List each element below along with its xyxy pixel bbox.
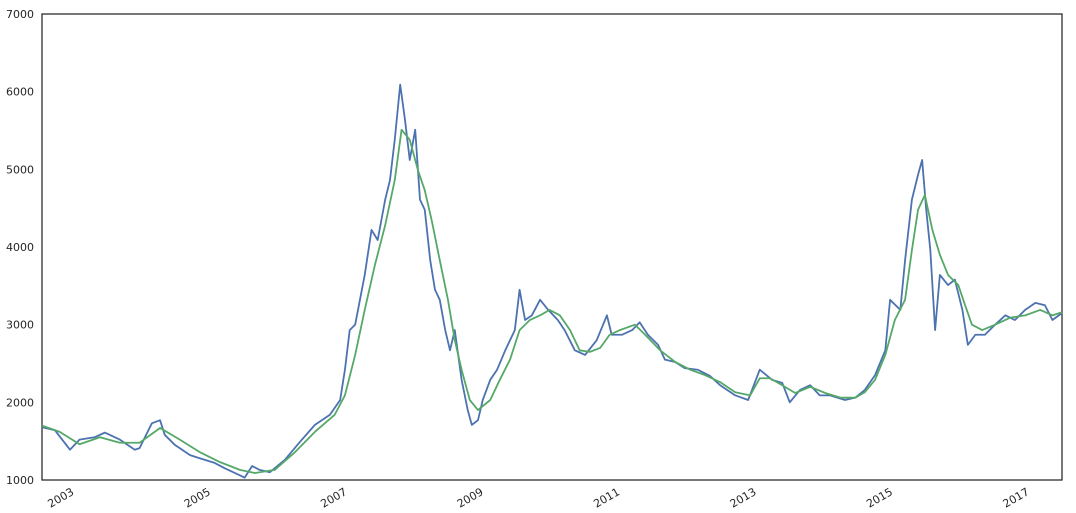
x-tick-label: 2013 xyxy=(728,485,759,510)
y-tick-label: 1000 xyxy=(6,474,34,487)
y-tick-label: 2000 xyxy=(6,396,34,409)
y-tick-label: 7000 xyxy=(6,8,34,21)
x-tick-label: 2009 xyxy=(455,485,486,510)
y-tick-label: 3000 xyxy=(6,319,34,332)
x-tick-label: 2011 xyxy=(591,485,622,510)
x-tick-label: 2015 xyxy=(864,485,895,510)
x-tick-label: 2007 xyxy=(318,485,349,510)
y-tick-label: 6000 xyxy=(6,86,34,99)
x-tick-label: 2003 xyxy=(46,485,77,510)
series-line xyxy=(41,83,1063,479)
y-tick-label: 5000 xyxy=(6,163,34,176)
series-line xyxy=(41,128,1063,474)
x-tick-label: 2005 xyxy=(182,485,213,510)
plot-frame xyxy=(41,13,1063,481)
x-tick-label: 2017 xyxy=(1001,485,1032,510)
y-tick-label: 4000 xyxy=(6,241,34,254)
